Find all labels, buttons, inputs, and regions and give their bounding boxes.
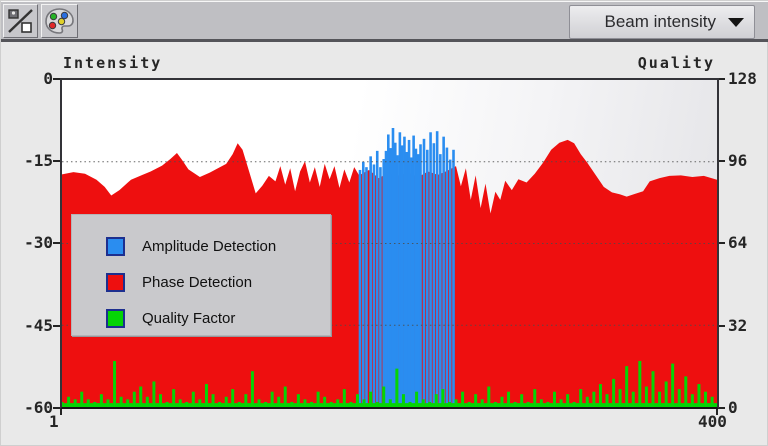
dropdown-label: Beam intensity <box>604 12 717 31</box>
y-right-tick-32: 32 <box>728 316 748 335</box>
legend-item-phase: Phase Detection <box>72 264 330 300</box>
chart-legend: Amplitude Detection Phase Detection Qual… <box>71 214 331 336</box>
y-left-tick-0: 0 <box>43 69 53 88</box>
palette-icon <box>42 7 77 35</box>
legend-item-amplitude: Amplitude Detection <box>72 228 330 264</box>
legend-item-quality: Quality Factor <box>72 300 330 336</box>
right-axis-title: Quality <box>637 54 715 72</box>
y-left-tick-15: -15 <box>24 151 53 170</box>
phase-swatch-icon <box>106 272 125 292</box>
y-right-tick-0: 0 <box>728 398 738 417</box>
plot-canvas <box>62 128 717 407</box>
caret-down-icon <box>728 17 744 27</box>
toolbar: Beam intensity <box>1 1 768 42</box>
y-left-tick-30: -30 <box>24 233 53 252</box>
y-right-tick-128: 128 <box>728 69 757 88</box>
amplitude-swatch-icon <box>106 236 125 256</box>
left-axis-title: Intensity <box>63 54 163 72</box>
color-settings-button[interactable] <box>41 4 78 38</box>
axis-scale-icon <box>4 7 37 35</box>
legend-label: Phase Detection <box>142 273 253 291</box>
scale-toggle-button[interactable] <box>3 4 38 38</box>
y-right-tick-64: 64 <box>728 233 748 252</box>
x-tick-1: 1 <box>49 412 59 431</box>
y-left-tick-45: -45 <box>24 316 53 335</box>
plot-area[interactable] <box>60 78 719 409</box>
quality-swatch-icon <box>106 308 125 328</box>
legend-label: Quality Factor <box>142 309 236 327</box>
legend-label: Amplitude Detection <box>142 237 277 255</box>
y-right-tick-96: 96 <box>728 151 748 170</box>
beam-intensity-dropdown[interactable]: Beam intensity <box>569 5 755 39</box>
x-tick-400: 400 <box>698 412 727 431</box>
y-left-tick-60: -60 <box>24 398 53 417</box>
